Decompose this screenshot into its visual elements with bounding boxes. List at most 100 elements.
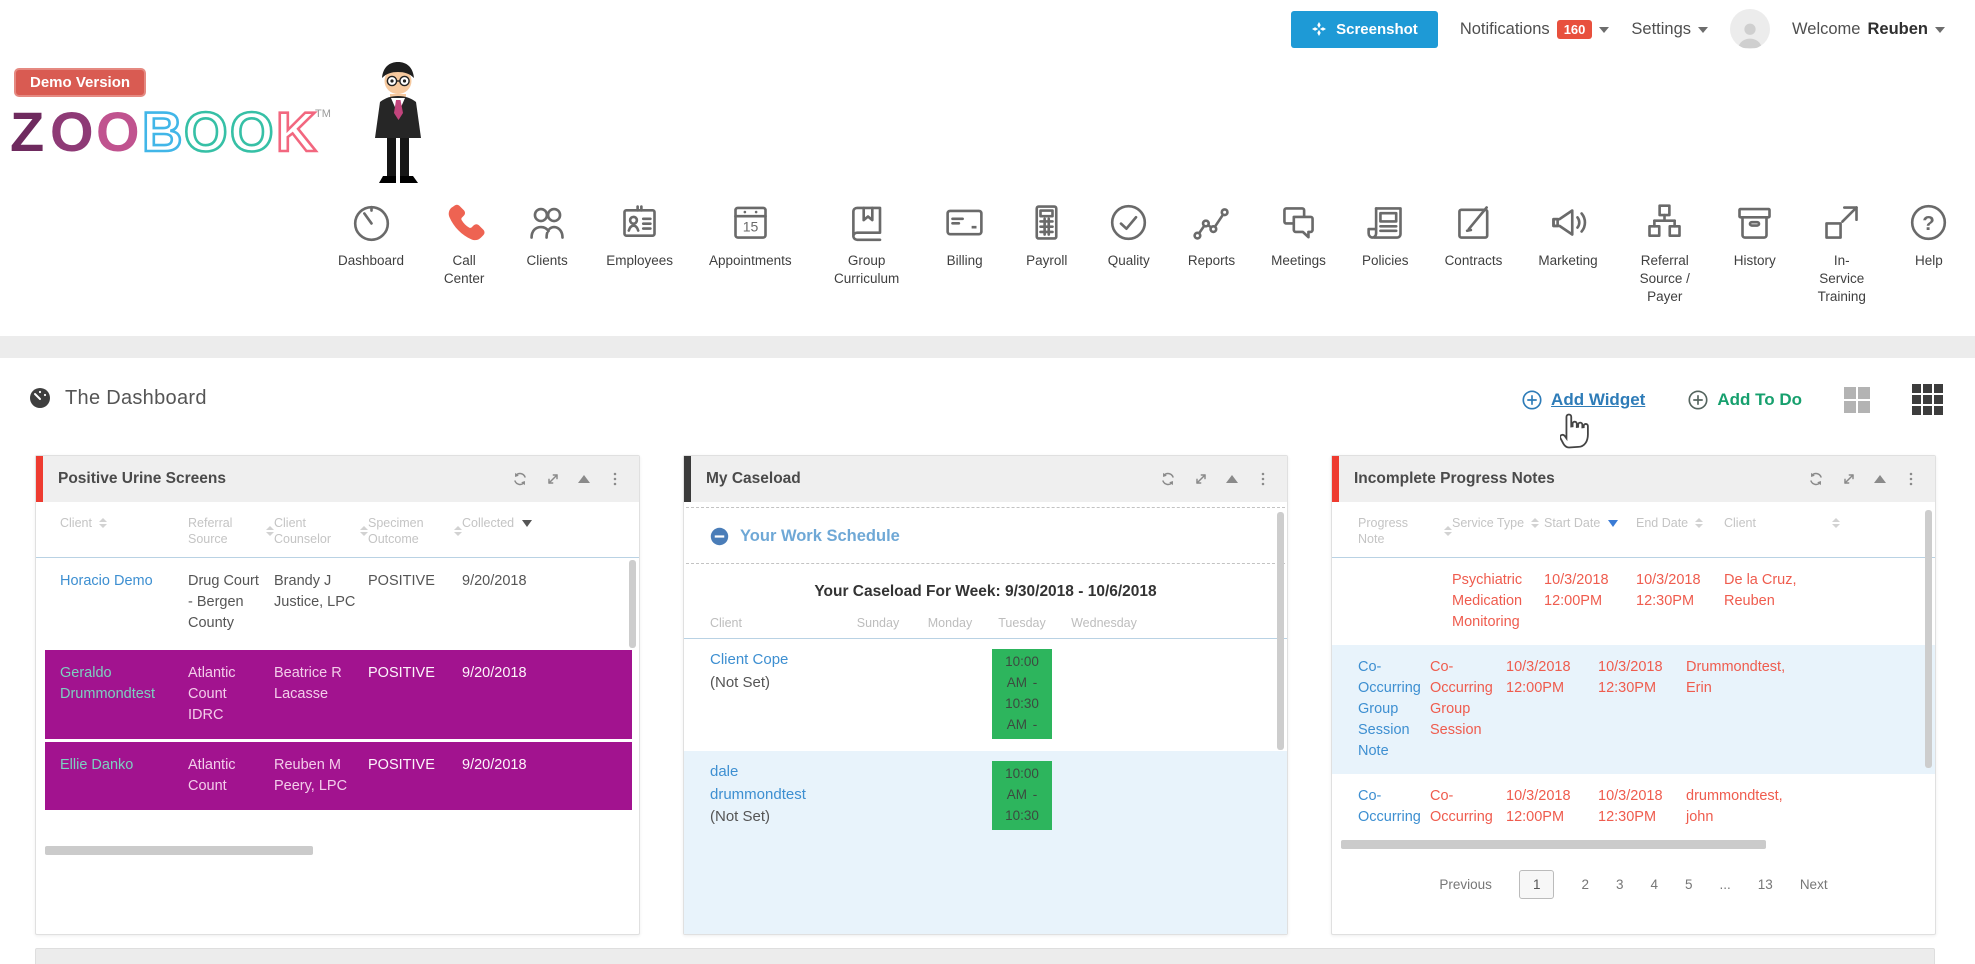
kebab-menu-icon[interactable] <box>1903 471 1919 487</box>
nav-item-clients[interactable]: Clients <box>524 200 570 270</box>
client-link[interactable]: Geraldo Drummondtest <box>60 664 156 702</box>
caseload-week-title: Your Caseload For Week: 9/30/2018 - 10/6… <box>814 583 1157 600</box>
nav-item-employees[interactable]: Employees <box>606 200 673 270</box>
sort-icon <box>1832 518 1840 529</box>
svg-text:B: B <box>142 100 182 163</box>
screenshot-button[interactable]: Screenshot <box>1291 10 1438 48</box>
column-header-client[interactable]: Client <box>1724 515 1854 531</box>
column-header-monday[interactable]: Monday <box>927 616 973 630</box>
table-row-highlighted[interactable]: Ellie Danko Atlantic Count Reuben M Peer… <box>45 741 632 810</box>
pagination-previous[interactable]: Previous <box>1439 877 1492 892</box>
client-link[interactable]: Ellie Danko <box>60 756 134 773</box>
column-header-client[interactable]: Client <box>710 616 742 630</box>
horizontal-scrollbar[interactable] <box>1341 840 1766 849</box>
nav-item-help[interactable]: ? Help <box>1906 200 1952 270</box>
nav-item-group-curriculum[interactable]: Group Curriculum <box>828 200 906 288</box>
nav-item-marketing[interactable]: Marketing <box>1538 200 1598 270</box>
horizontal-scrollbar[interactable] <box>45 846 313 855</box>
client-link[interactable]: Horacio Demo <box>60 572 153 589</box>
client-status: (Not Set) <box>710 808 771 825</box>
column-header-specimen-outcome[interactable]: Specimen Outcome <box>368 515 462 548</box>
nav-label: In-Service Training <box>1817 253 1866 304</box>
column-header-collected[interactable]: Collected <box>462 515 566 531</box>
notifications-menu[interactable]: Notifications 160 <box>1460 19 1610 39</box>
refresh-icon[interactable] <box>512 471 528 487</box>
column-header-end-date[interactable]: End Date <box>1636 515 1724 531</box>
table-row[interactable]: Horacio Demo Drug Court - Bergen County … <box>60 572 527 631</box>
expand-icon[interactable] <box>1841 471 1857 487</box>
table-header: Client Sunday Monday Tuesday Wednesday <box>684 616 1287 639</box>
user-menu[interactable]: Welcome Reuben <box>1792 20 1945 39</box>
collapse-icon[interactable] <box>1874 475 1886 483</box>
layout-2col-toggle[interactable] <box>1844 386 1870 413</box>
add-todo-label: Add To Do <box>1717 389 1802 409</box>
welcome-label: Welcome <box>1792 19 1861 38</box>
expand-icon[interactable] <box>545 471 561 487</box>
table-row[interactable]: Psychiatric Medication Monitoring 10/3/2… <box>1452 571 1797 630</box>
add-widget-button[interactable]: Add Widget <box>1521 389 1645 411</box>
vertical-scrollbar[interactable] <box>1925 510 1932 768</box>
column-header-start-date[interactable]: Start Date <box>1544 515 1636 531</box>
nav-item-call-center[interactable]: Call Center <box>440 200 488 288</box>
vertical-scrollbar[interactable] <box>1277 512 1284 750</box>
column-header-client-counselor[interactable]: Client Counselor <box>274 515 368 548</box>
nav-item-dashboard[interactable]: Dashboard <box>338 200 404 270</box>
pagination-page-4[interactable]: 4 <box>1650 877 1658 892</box>
nav-item-payroll[interactable]: Payroll <box>1024 200 1070 270</box>
kebab-menu-icon[interactable] <box>1255 471 1271 487</box>
pagination-page-13[interactable]: 13 <box>1757 877 1773 892</box>
appointment-slot[interactable]: 10:00 AM - 10:30 AM - <box>992 649 1052 739</box>
table-row[interactable]: Co-Occurring Group Session Note Co-Occur… <box>1332 644 1935 774</box>
caseload-row: Client Cope (Not Set) 10:00 AM - 10:30 A… <box>684 639 1287 751</box>
svg-text:Z: Z <box>10 100 44 163</box>
table-row[interactable]: Co-Occurring Co-Occurring 10/3/2018 12:0… <box>1332 774 1935 840</box>
client-link[interactable]: Client Cope <box>710 651 789 668</box>
client-link[interactable]: dale drummondtest <box>710 763 806 803</box>
nav-item-appointments[interactable]: 15 Appointments <box>709 200 792 270</box>
nav-item-reports[interactable]: Reports <box>1188 200 1235 270</box>
pagination-page-3[interactable]: 3 <box>1615 877 1624 892</box>
column-header-tuesday[interactable]: Tuesday <box>998 616 1046 630</box>
vertical-scrollbar[interactable] <box>629 560 636 648</box>
column-header-service-type[interactable]: Service Type <box>1452 515 1544 531</box>
nav-label: Meetings <box>1271 253 1326 268</box>
brand-logo[interactable]: Demo Version Z O O B O O K TM <box>10 68 340 165</box>
settings-menu[interactable]: Settings <box>1631 20 1709 39</box>
refresh-icon[interactable] <box>1808 471 1824 487</box>
column-header-progress-note[interactable]: Progress Note <box>1358 515 1452 548</box>
collapse-icon[interactable] <box>1226 475 1238 483</box>
column-header-wednesday[interactable]: Wednesday <box>1071 616 1137 630</box>
nav-item-referral-source-payer[interactable]: Referral Source / Payer <box>1634 200 1696 305</box>
add-todo-button[interactable]: Add To Do <box>1687 389 1802 411</box>
layout-3col-toggle[interactable] <box>1912 384 1943 415</box>
pagination-page-1[interactable]: 1 <box>1518 870 1555 899</box>
nav-item-policies[interactable]: Policies <box>1362 200 1409 270</box>
your-work-schedule-toggle[interactable]: Your Work Schedule <box>684 508 1287 563</box>
nav-item-meetings[interactable]: Meetings <box>1271 200 1326 270</box>
newspaper-icon <box>1367 207 1402 239</box>
progress-note-link[interactable]: Co-Occurring <box>1358 787 1421 825</box>
nav-item-billing[interactable]: Billing <box>942 200 988 270</box>
pagination-page-2[interactable]: 2 <box>1581 877 1589 892</box>
appointment-slot[interactable]: 10:00 AM - 10:30 <box>992 761 1052 830</box>
kebab-menu-icon[interactable] <box>607 471 623 487</box>
pagination-next[interactable]: Next <box>1799 877 1828 892</box>
column-header-referral-source[interactable]: Referral Source <box>188 515 274 548</box>
refresh-icon[interactable] <box>1160 471 1176 487</box>
nav-item-quality[interactable]: Quality <box>1106 200 1152 270</box>
column-header-client[interactable]: Client <box>60 515 188 531</box>
nav-item-in-service-training[interactable]: In-Service Training <box>1814 200 1870 305</box>
nav-label: Help <box>1914 253 1943 268</box>
id-badge-icon <box>623 205 656 237</box>
column-header-sunday[interactable]: Sunday <box>856 616 900 630</box>
nav-item-contracts[interactable]: Contracts <box>1445 200 1502 270</box>
table-row-highlighted[interactable]: Geraldo Drummondtest Atlantic Count IDRC… <box>45 649 632 739</box>
progress-note-link[interactable]: Co-Occurring Group Session Note <box>1358 658 1421 759</box>
credit-card-icon <box>946 209 983 236</box>
pagination-page-5[interactable]: 5 <box>1685 877 1693 892</box>
nav-label: Quality <box>1107 253 1150 268</box>
nav-item-history[interactable]: History <box>1732 200 1778 270</box>
avatar[interactable] <box>1730 9 1771 49</box>
expand-icon[interactable] <box>1193 471 1209 487</box>
collapse-icon[interactable] <box>578 475 590 483</box>
